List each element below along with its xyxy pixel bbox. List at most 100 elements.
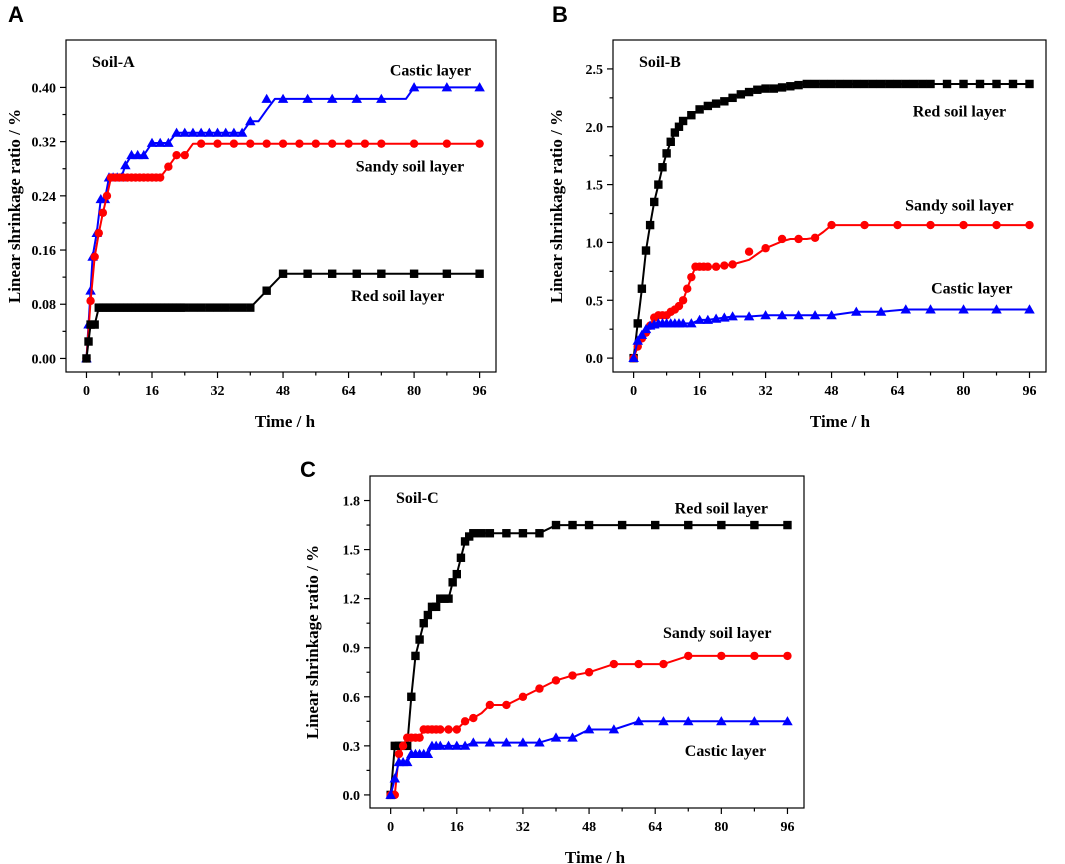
data-point: [246, 303, 255, 312]
data-point: [776, 310, 788, 320]
series-red-soil-layer: Red soil layer: [629, 79, 1034, 363]
y-axis-title: Linear shrinkage ratio / %: [547, 109, 566, 303]
data-point: [728, 93, 737, 103]
data-point: [1008, 79, 1018, 89]
x-tick-label: 80: [407, 384, 421, 399]
data-point: [452, 569, 461, 579]
data-point: [98, 208, 108, 217]
data-point: [444, 594, 453, 603]
data-point: [394, 749, 404, 759]
data-point: [875, 306, 887, 316]
data-point: [94, 228, 103, 238]
series-red-soil-layer: Red soil layer: [386, 501, 792, 800]
data-point: [550, 732, 562, 742]
data-point: [893, 220, 902, 230]
data-point: [411, 651, 420, 661]
data-point: [501, 737, 512, 747]
data-point: [82, 354, 91, 363]
data-point: [475, 269, 484, 278]
x-tick-label: 80: [714, 820, 728, 835]
data-point: [670, 128, 680, 137]
data-point: [327, 269, 337, 278]
data-point: [711, 99, 721, 108]
data-point: [237, 303, 247, 312]
series-label: Red soil layer: [913, 104, 1006, 121]
data-point: [852, 79, 861, 89]
panel-title: Soil-A: [92, 54, 135, 71]
data-point: [926, 220, 935, 230]
data-point: [436, 725, 445, 734]
data-point: [674, 122, 684, 131]
data-point: [262, 286, 271, 295]
data-point: [474, 82, 485, 92]
data-point: [171, 127, 182, 137]
data-point: [180, 150, 189, 160]
x-tick-label: 32: [211, 384, 225, 399]
data-point: [196, 139, 206, 148]
data-point: [958, 304, 969, 314]
data-point: [460, 537, 470, 546]
data-point: [666, 137, 675, 146]
data-point: [535, 529, 544, 538]
data-point: [744, 87, 754, 97]
x-tick-label: 16: [145, 384, 159, 399]
data-point: [535, 684, 544, 693]
data-point: [674, 301, 684, 311]
data-point: [485, 529, 495, 538]
data-point: [187, 127, 199, 137]
data-point: [423, 610, 433, 620]
y-tick-label: 0.24: [32, 190, 57, 205]
data-point: [460, 717, 470, 726]
series-red-soil-layer: Red soil layer: [82, 269, 484, 363]
data-point: [783, 651, 792, 661]
data-point: [154, 137, 166, 147]
data-point: [777, 234, 787, 244]
data-point: [236, 127, 248, 137]
data-point: [959, 220, 968, 230]
data-point: [518, 529, 528, 538]
data-point: [793, 310, 804, 320]
data-point: [431, 602, 441, 612]
data-point: [683, 284, 692, 293]
data-point: [327, 139, 337, 148]
data-point: [469, 529, 478, 538]
data-point: [942, 79, 952, 89]
data-point: [632, 335, 643, 345]
series-sandy-soil-layer: Sandy soil layer: [82, 139, 484, 363]
data-point: [918, 79, 927, 89]
data-point: [1025, 220, 1034, 230]
data-point: [196, 303, 206, 312]
x-tick-label: 80: [957, 384, 971, 399]
data-point: [782, 716, 793, 726]
data-point: [389, 773, 401, 783]
data-point: [213, 139, 222, 148]
x-tick-label: 48: [825, 384, 839, 399]
data-point: [684, 651, 693, 661]
data-point: [459, 740, 471, 750]
data-point: [750, 520, 759, 530]
data-point: [885, 79, 894, 89]
data-point: [710, 313, 722, 323]
data-point: [677, 318, 689, 328]
data-point: [819, 79, 828, 89]
x-tick-label: 0: [387, 820, 394, 835]
series-sandy-soil-layer: Sandy soil layer: [386, 625, 792, 800]
series-castic-layer: Castic layer: [81, 62, 485, 363]
data-point: [893, 79, 902, 89]
y-tick-label: 0.5: [586, 294, 604, 309]
data-point: [695, 105, 704, 114]
data-point: [179, 127, 191, 137]
data-point: [408, 82, 420, 92]
y-tick-label: 1.5: [586, 179, 604, 194]
data-point: [407, 692, 416, 701]
y-tick-label: 0.16: [32, 244, 57, 259]
data-point: [278, 269, 288, 278]
data-point: [85, 285, 96, 295]
data-point: [991, 304, 1002, 314]
data-point: [909, 79, 919, 89]
data-point: [868, 79, 877, 89]
data-point: [703, 262, 713, 271]
data-point: [641, 246, 651, 255]
series-label: Castic layer: [685, 743, 766, 760]
data-point: [146, 137, 158, 147]
